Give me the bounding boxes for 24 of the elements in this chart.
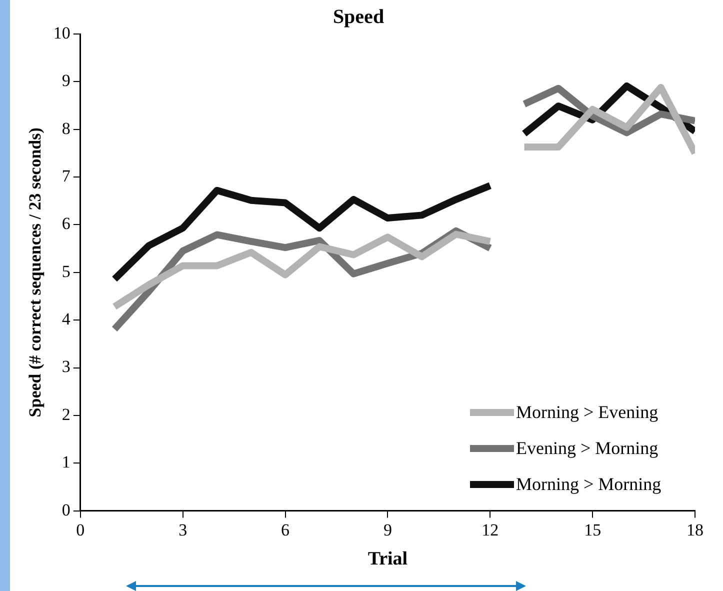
y-axis-title: Speed (# correct sequences / 23 seconds) xyxy=(26,128,45,418)
y-tick-label: 8 xyxy=(62,118,70,138)
y-tick-label: 5 xyxy=(62,262,70,281)
x-tick-label: 3 xyxy=(178,520,188,540)
y-tick-label: 9 xyxy=(62,71,70,90)
y-tick-label: 10 xyxy=(53,23,70,42)
y-tick-label: 0 xyxy=(62,500,70,520)
x-tick-label: 15 xyxy=(584,520,602,540)
y-tick-label: 7 xyxy=(62,166,71,186)
y-tick-label: 3 xyxy=(62,357,70,376)
x-tick-label: 12 xyxy=(482,520,499,540)
chart-title: Speed xyxy=(332,6,384,28)
x-tick-label: 18 xyxy=(686,520,704,540)
legend-label: Morning > Evening xyxy=(516,402,658,424)
legend-label: Evening > Morning xyxy=(516,438,658,460)
x-tick-label: 6 xyxy=(281,520,290,540)
x-tick-label: 0 xyxy=(76,520,85,540)
x-tick-label: 9 xyxy=(383,520,392,540)
y-tick-label: 6 xyxy=(62,214,70,234)
y-tick-label: 2 xyxy=(62,404,70,424)
legend-label: Morning > Morning xyxy=(516,474,662,496)
y-tick-label: 1 xyxy=(62,452,70,472)
y-tick-label: 4 xyxy=(62,310,71,329)
x-axis-title: Trial xyxy=(368,548,408,570)
